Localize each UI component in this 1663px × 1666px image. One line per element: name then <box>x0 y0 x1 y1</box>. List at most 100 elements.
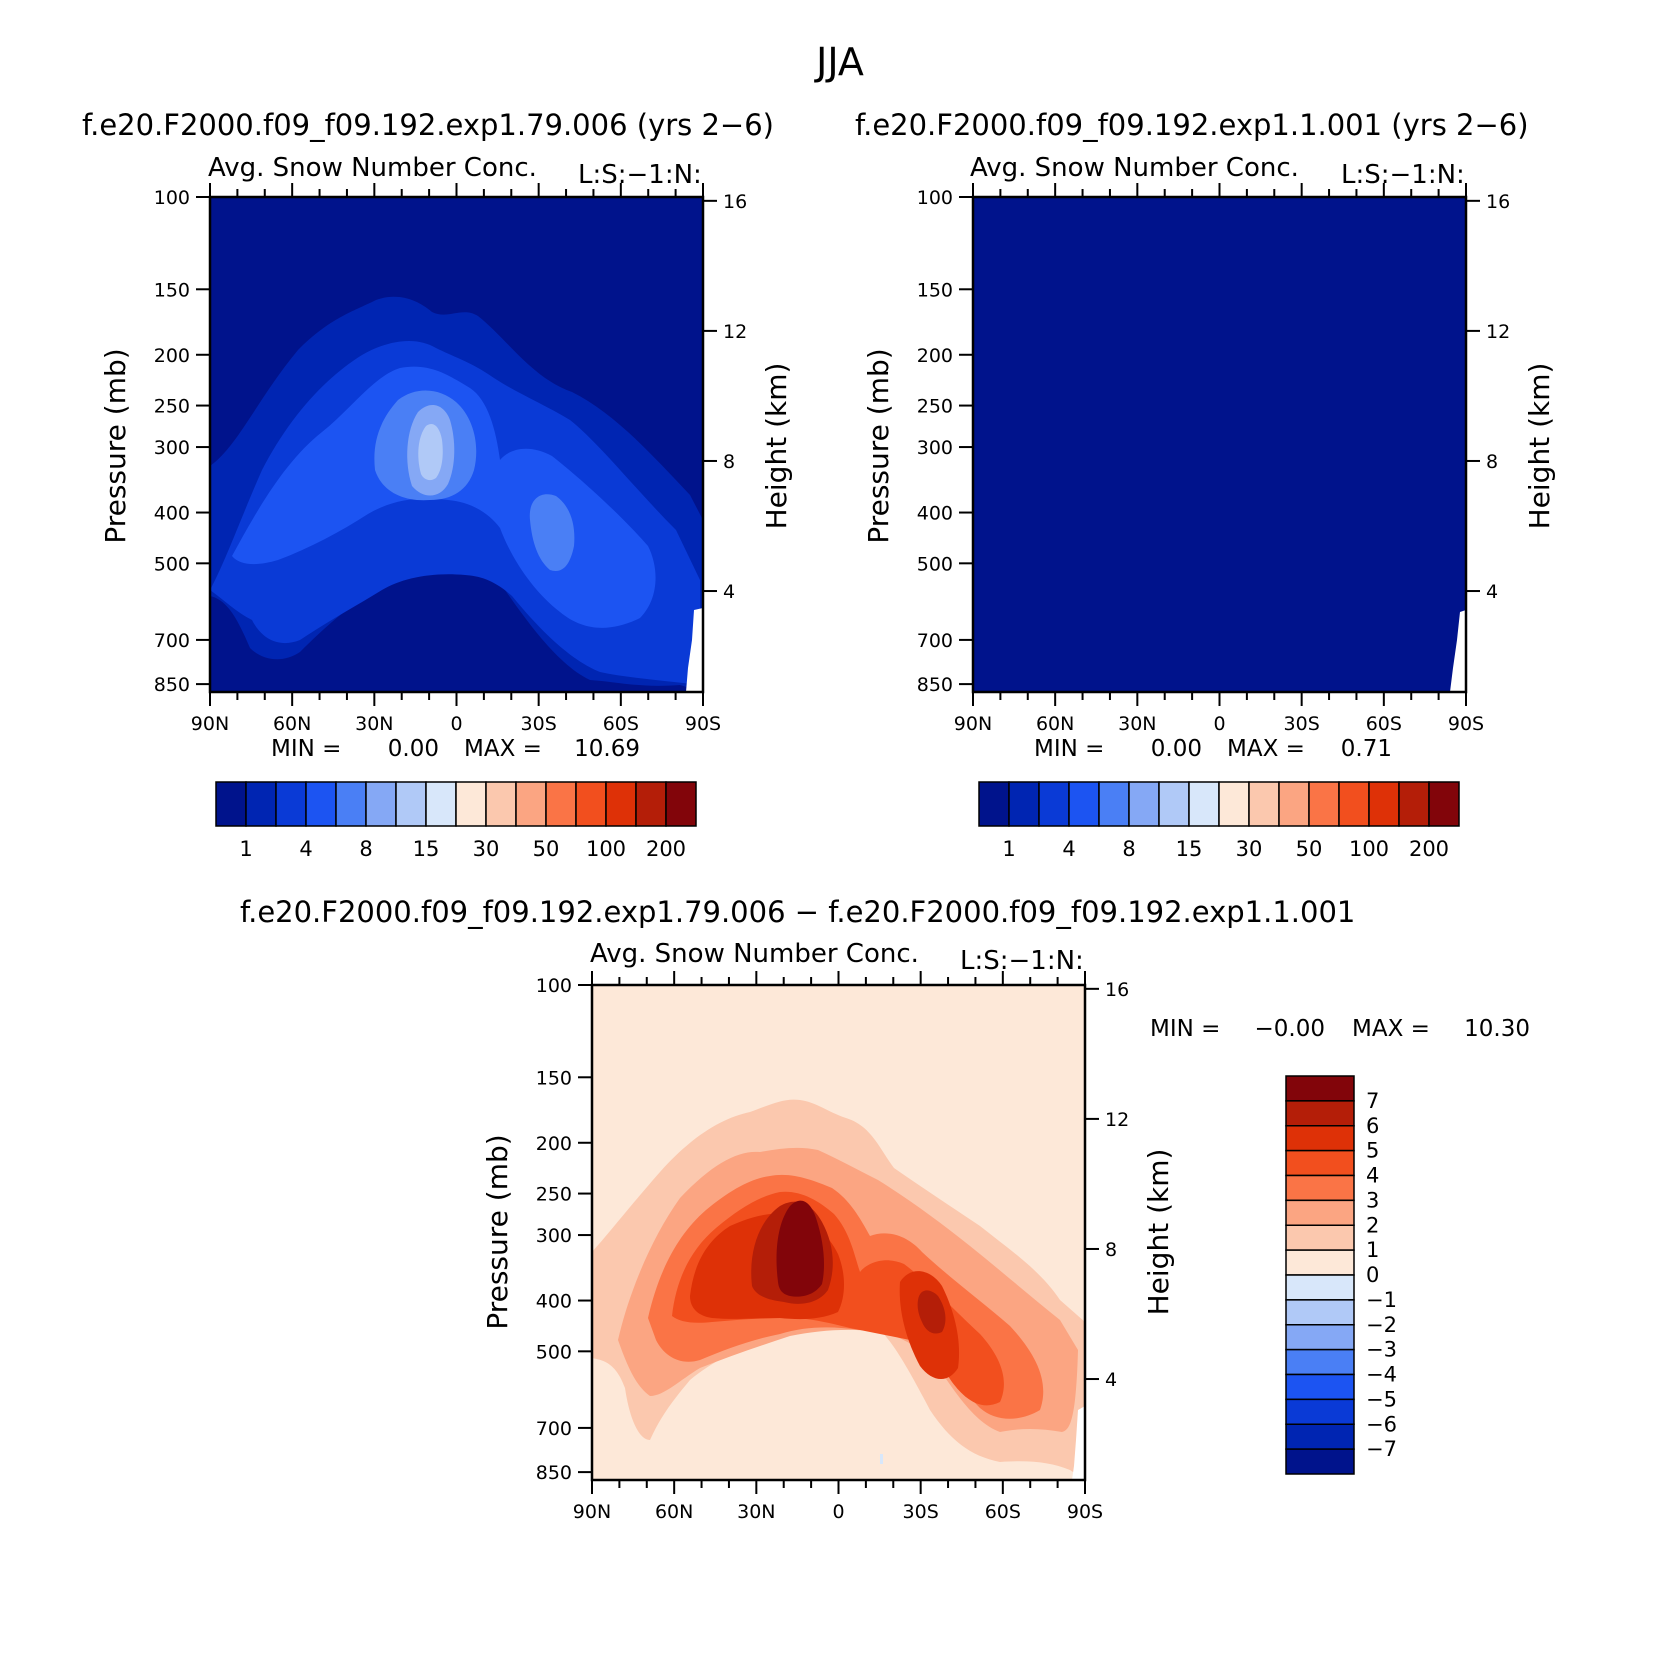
xtick-label: 60N <box>273 713 311 735</box>
colorbar-label: 1 <box>1366 1238 1379 1262</box>
colorbar-label: −6 <box>1366 1412 1397 1436</box>
y2tick-label: 16 <box>723 191 747 213</box>
colorbar-box <box>395 781 427 827</box>
colorbar-label: 30 <box>473 837 500 861</box>
ytick-label: 150 <box>154 279 190 301</box>
colorbar-box <box>1285 1423 1355 1450</box>
colorbar-label: 7 <box>1366 1089 1379 1113</box>
y2tick-label: 16 <box>1486 191 1510 213</box>
colorbar-label: −7 <box>1366 1437 1397 1461</box>
panel-b-field <box>973 197 1466 692</box>
colorbar-box <box>1285 1100 1355 1127</box>
ytick-label: 400 <box>536 1291 572 1313</box>
colorbar-label: 50 <box>533 837 560 861</box>
y2tick-label: 12 <box>1486 321 1510 343</box>
y2tick-label: 8 <box>723 451 735 473</box>
colorbar-label: 30 <box>1236 837 1263 861</box>
colorbar-box <box>455 781 487 827</box>
colorbar-box <box>335 781 367 827</box>
panel-b: Avg. Snow Number Conc. L:S:−1:N: 1001502… <box>862 153 1556 861</box>
ytick-label: 250 <box>536 1184 572 1206</box>
panel-c-ylabel: Pressure (mb) <box>481 1134 514 1329</box>
xtick-label: 60N <box>1036 713 1074 735</box>
panel-c-y2label: Height (km) <box>1142 1149 1175 1316</box>
panel-a-missing-region <box>686 608 703 692</box>
colorbar-box <box>1308 781 1340 827</box>
panel-a-max-label: MAX = <box>464 736 542 762</box>
panel-b-colorbar: 1 4 8 15 30 50 100 200 <box>978 781 1460 861</box>
ytick-label: 250 <box>917 396 953 418</box>
panel-c-contour-7 <box>776 1200 824 1297</box>
colorbar-label: 5 <box>1366 1139 1379 1163</box>
panel-b-axes: 100 150 200 250 300 400 500 700 850 16 12 8 4 90N 60N 3… <box>917 183 1510 735</box>
colorbar-label: 15 <box>1176 837 1203 861</box>
colorbar-box <box>1008 781 1040 827</box>
colorbar-label: 8 <box>1122 837 1135 861</box>
panel-c-contour-6b <box>917 1290 946 1334</box>
y2tick-label: 8 <box>1105 1239 1117 1261</box>
colorbar-box <box>1285 1125 1355 1152</box>
ytick-label: 150 <box>917 279 953 301</box>
colorbar-box <box>1285 1448 1355 1475</box>
xtick-label: 90N <box>954 713 992 735</box>
y2tick-label: 8 <box>1486 451 1498 473</box>
xtick-label: 90N <box>191 713 229 735</box>
ytick-label: 250 <box>154 396 190 418</box>
colorbar-label: 3 <box>1366 1188 1379 1212</box>
colorbar-box <box>1428 781 1460 827</box>
panel-a-variable-title: Avg. Snow Number Conc. <box>208 153 537 183</box>
ytick-label: 200 <box>917 345 953 367</box>
xtick-label: 60S <box>1366 713 1402 735</box>
colorbar-box <box>635 781 667 827</box>
panel-b-max-value: 0.71 <box>1341 736 1392 762</box>
ytick-label: 100 <box>917 187 953 209</box>
colorbar-box <box>1068 781 1100 827</box>
colorbar-box <box>515 781 547 827</box>
panel-b-subtitle: L:S:−1:N: <box>1341 160 1465 190</box>
colorbar-box <box>1188 781 1220 827</box>
colorbar-label: 100 <box>586 837 626 861</box>
xtick-label: 60S <box>985 1501 1021 1523</box>
panel-b-variable-title: Avg. Snow Number Conc. <box>970 153 1299 183</box>
xtick-label: 90S <box>685 713 721 735</box>
xtick-label: 90N <box>573 1501 611 1523</box>
colorbar-label: 6 <box>1366 1114 1379 1138</box>
panel-c-axes: 100 150 200 250 300 400 500 700 850 16 12 8 4 90N 60N 3… <box>536 971 1129 1523</box>
colorbar-box <box>1285 1373 1355 1401</box>
colorbar-box <box>485 781 517 827</box>
xtick-label: 60S <box>603 713 639 735</box>
ytick-label: 200 <box>154 345 190 367</box>
colorbar-label: 4 <box>1062 837 1075 861</box>
colorbar-box <box>1285 1199 1355 1226</box>
ytick-label: 100 <box>536 975 572 997</box>
ytick-label: 400 <box>154 503 190 525</box>
colorbar-box <box>1278 781 1310 827</box>
xtick-label: 30S <box>1284 713 1320 735</box>
panel-a-axes: 100 150 200 250 300 400 500 700 850 16 12 8 4 90N 60N 3… <box>154 183 747 735</box>
ytick-label: 150 <box>536 1067 572 1089</box>
colorbar-box <box>1038 781 1070 827</box>
y2tick-label: 16 <box>1105 979 1129 1001</box>
ytick-label: 850 <box>917 674 953 696</box>
panel-b-missing-region <box>1450 610 1466 692</box>
y2tick-label: 4 <box>1486 581 1498 603</box>
colorbar-label: 2 <box>1366 1213 1379 1237</box>
colorbar-box <box>1285 1274 1355 1301</box>
xtick-label: 0 <box>1213 713 1225 735</box>
panel-c-subtitle: L:S:−1:N: <box>960 946 1084 976</box>
xtick-label: 90S <box>1067 1501 1103 1523</box>
panel-c-missing-region <box>1072 1406 1085 1480</box>
xtick-label: 60N <box>655 1501 693 1523</box>
ytick-label: 500 <box>536 1341 572 1363</box>
colorbar-box <box>575 781 607 827</box>
colorbar-box <box>425 781 457 827</box>
left-run-title: f.e20.F2000.f09_f09.192.exp1.79.006 (yrs… <box>82 108 774 142</box>
panel-b-max-label: MAX = <box>1227 736 1305 762</box>
colorbar-label: −4 <box>1366 1363 1397 1387</box>
colorbar-label: 1 <box>1002 837 1015 861</box>
colorbar-label: 4 <box>299 837 312 861</box>
panel-b-background <box>973 197 1466 692</box>
panel-c-min-label: MIN = <box>1150 1016 1220 1042</box>
y2tick-label: 12 <box>1105 1109 1129 1131</box>
colorbar-label: 100 <box>1349 837 1389 861</box>
